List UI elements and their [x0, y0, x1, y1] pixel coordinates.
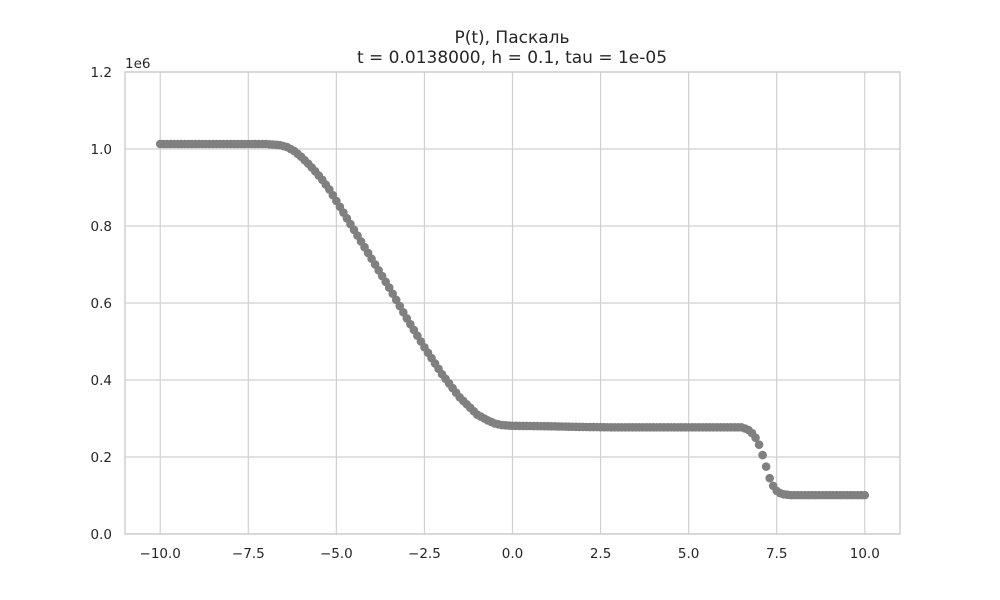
x-tick-label: 5.0	[678, 546, 699, 562]
data-point	[751, 433, 760, 443]
data-point	[860, 490, 870, 500]
x-axis: −10.0 −7.5 −5.0 −2.5 0.0 2.5 5.0 7.5 10.0	[140, 546, 880, 562]
plot-area-frame	[124, 71, 901, 535]
chart-title-line2: t = 0.0138000, h = 0.1, tau = 1e-05	[357, 48, 667, 68]
x-tick-label: −7.5	[232, 546, 265, 562]
y-offset-label: 1e6	[125, 56, 150, 72]
x-tick-label: 0.0	[502, 546, 523, 562]
x-tick-label: 10.0	[850, 546, 880, 562]
y-tick-label: 1.0	[91, 142, 112, 158]
data-points	[155, 139, 870, 500]
y-tick-label: 0.2	[91, 450, 112, 466]
x-tick-label: −5.0	[320, 546, 353, 562]
x-tick-label: 2.5	[590, 546, 611, 562]
y-tick-label: 0.4	[91, 373, 112, 389]
x-tick-label: −10.0	[140, 546, 181, 562]
x-tick-label: 7.5	[766, 546, 787, 562]
data-point	[754, 440, 764, 449]
data-point	[758, 450, 767, 460]
y-tick-label: 1.2	[91, 65, 112, 81]
y-tick-label: 0.6	[91, 296, 112, 312]
y-tick-label: 0.0	[91, 527, 112, 543]
y-tick-label: 0.8	[91, 219, 112, 235]
x-tick-label: −2.5	[408, 546, 441, 562]
data-point	[765, 473, 774, 483]
y-axis: 0.0 0.2 0.4 0.6 0.8 1.0 1.2	[91, 65, 112, 543]
chart-title-line1: P(t), Паскаль	[454, 28, 569, 48]
data-point	[761, 462, 771, 471]
